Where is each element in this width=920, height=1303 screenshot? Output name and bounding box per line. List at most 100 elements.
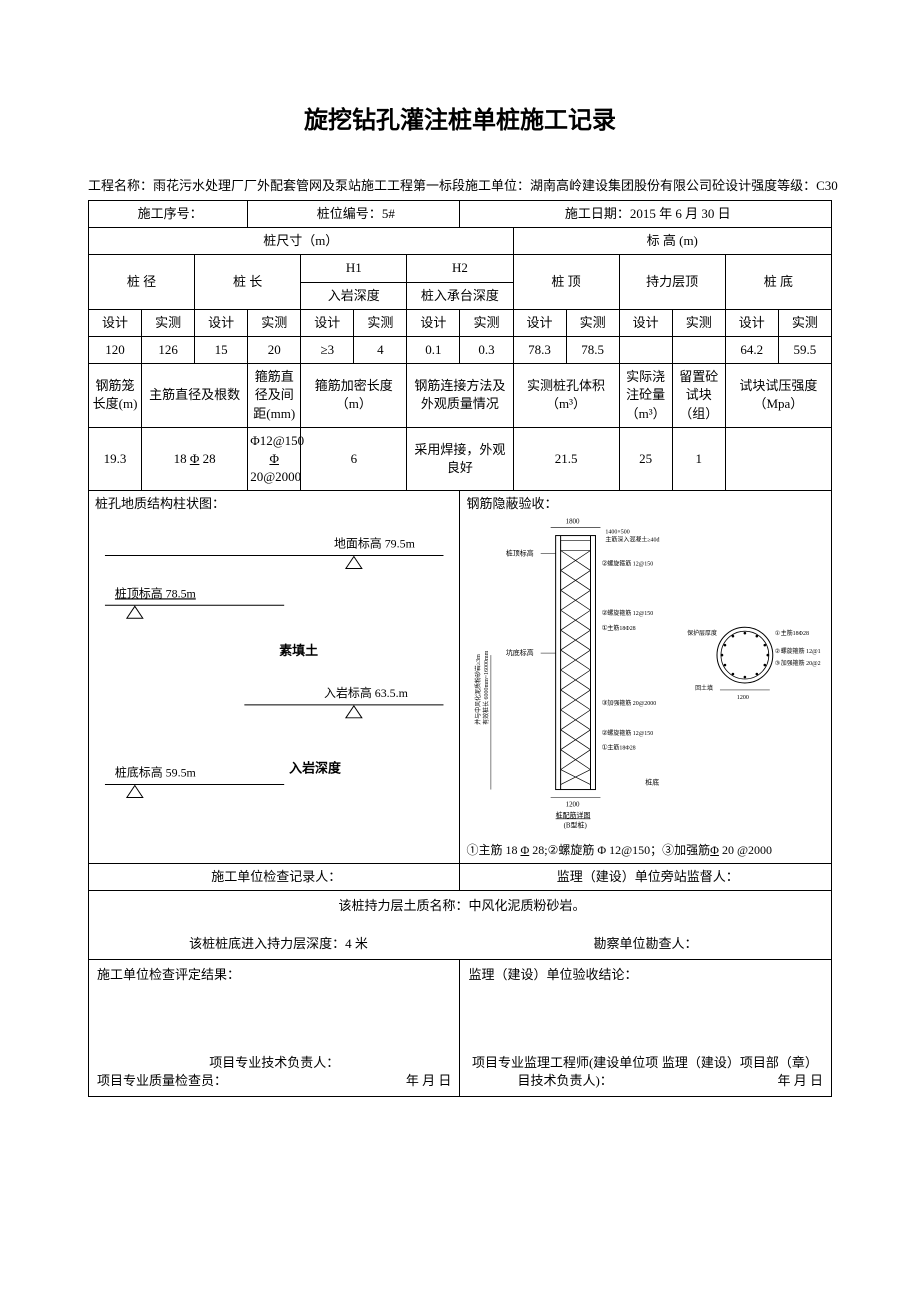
bot-d-h: 设计 xyxy=(725,309,778,336)
dia-d: 120 xyxy=(89,336,142,363)
project-name: 工程名称：雨花污水处理厂厂外配套管网及泵站施工工程第一标段 xyxy=(88,175,465,194)
svg-text:加强箍筋 20@2: 加强箍筋 20@2 xyxy=(781,659,821,667)
construction-unit: 施工单位：湖南高岭建设集团股份有限公司 xyxy=(465,175,712,194)
top-m: 78.5 xyxy=(566,336,619,363)
geology-diagram-cell: 桩孔地质结构柱状图： 地面标高 79.5m 桩顶标高 78.5m 素填土 入岩标… xyxy=(89,491,460,864)
dia-m: 126 xyxy=(142,336,195,363)
len-d: 15 xyxy=(195,336,248,363)
svg-text:桩顶标高 78.5m: 桩顶标高 78.5m xyxy=(115,585,197,600)
pour-vol-v: 25 xyxy=(619,427,672,491)
svg-text:加强箍筋 20@2000: 加强箍筋 20@2000 xyxy=(608,699,657,707)
svg-text:并与中风化泥质粉砂岩≥3m: 并与中风化泥质粉砂岩≥3m xyxy=(474,654,482,725)
svg-text:1400×500: 1400×500 xyxy=(606,529,630,535)
page: 旋挖钻孔灌注桩单桩施工记录 工程名称：雨花污水处理厂厂外配套管网及泵站施工工程第… xyxy=(0,0,920,1303)
h2-d-h: 设计 xyxy=(407,309,460,336)
bear-m xyxy=(672,336,725,363)
svg-text:桩配筋详图: 桩配筋详图 xyxy=(556,810,591,819)
len-d-h: 设计 xyxy=(195,309,248,336)
connect-v: 采用焊接，外观良好 xyxy=(407,427,513,491)
seq-cell: 施工序号： xyxy=(89,201,248,228)
strength-h: 试块试压强度（Mpa） xyxy=(725,364,831,428)
h2-m: 0.3 xyxy=(460,336,513,363)
rebar-note: ①主筋 18 Φ 28;②螺旋筋 Φ 12@150；③加强筋Φ 20 @2000 xyxy=(466,842,825,859)
svg-text:螺旋箍筋 12@150: 螺旋箍筋 12@150 xyxy=(608,728,654,736)
svg-text:主筋深入混凝土≥40d: 主筋深入混凝土≥40d xyxy=(606,535,660,543)
svg-text:①: ① xyxy=(775,630,780,637)
block-v: 1 xyxy=(672,427,725,491)
svg-text:入岩标高 63.5.m: 入岩标高 63.5.m xyxy=(324,685,409,700)
h2-m-h: 实测 xyxy=(460,309,513,336)
bear-d-h: 设计 xyxy=(619,309,672,336)
top-d-h: 设计 xyxy=(513,309,566,336)
rebar-diagram-cell: 钢筋隐蔽验收： 1800 1400×500 主筋深入混凝土≥40d xyxy=(460,491,832,864)
hole-vol-h: 实测桩孔体积（m³） xyxy=(513,364,619,428)
bot-m: 59.5 xyxy=(778,336,831,363)
elev-header: 标 高 (m) xyxy=(513,228,832,255)
dense-v: 6 xyxy=(301,427,407,491)
h1-m: 4 xyxy=(354,336,407,363)
geology-label: 桩孔地质结构柱状图： xyxy=(95,495,225,513)
dia-d-h: 设计 xyxy=(89,309,142,336)
len-m: 20 xyxy=(248,336,301,363)
svg-text:1800: 1800 xyxy=(566,517,580,525)
h1-d-h: 设计 xyxy=(301,309,354,336)
top-h: 桩 顶 xyxy=(513,255,619,309)
svg-text:桩底标高 59.5m: 桩底标高 59.5m xyxy=(115,764,197,779)
bear-m-h: 实测 xyxy=(672,309,725,336)
svg-text:素填土: 素填土 xyxy=(279,643,318,658)
concrete-strength: 砼设计强度等级：C30 xyxy=(712,175,838,194)
h1-m-h: 实测 xyxy=(354,309,407,336)
dia-m-h: 实测 xyxy=(142,309,195,336)
supervisor: 监理（建设）单位旁站监督人： xyxy=(460,864,832,891)
construction-result: 施工单位检查评定结果： 项目专业技术负责人： 项目专业质量检查员： 年 月 日 xyxy=(89,960,460,1097)
h1-h: H1 xyxy=(301,255,407,282)
dense-h: 箍筋加密长度（m） xyxy=(301,364,407,428)
top-m-h: 实测 xyxy=(566,309,619,336)
main-bar-v: 18 Φ 28 xyxy=(142,427,248,491)
block-h: 留置砼试块（组） xyxy=(672,364,725,428)
svg-text:②: ② xyxy=(775,648,780,655)
svg-text:有效桩长 6000mm~16000mm: 有效桩长 6000mm~16000mm xyxy=(482,650,490,724)
svg-text:保护层厚度: 保护层厚度 xyxy=(688,629,718,637)
hole-vol-v: 21.5 xyxy=(513,427,619,491)
cage-len-v: 19.3 xyxy=(89,427,142,491)
diameter-h: 桩 径 xyxy=(89,255,195,309)
geology-diagram: 地面标高 79.5m 桩顶标高 78.5m 素填土 入岩标高 63.5.m 入岩… xyxy=(95,505,453,845)
svg-text:主筋18Φ28: 主筋18Φ28 xyxy=(608,743,636,751)
main-table: 施工序号： 桩位编号：5# 施工日期：2015 年 6 月 30 日 桩尺寸（m… xyxy=(88,200,832,1097)
svg-text:(B型桩): (B型桩) xyxy=(564,820,588,829)
main-bar-h: 主筋直径及根数 xyxy=(142,364,248,428)
construction-inspector: 施工单位检查记录人： xyxy=(89,864,460,891)
h2-h: H2 xyxy=(407,255,513,282)
cage-len-h: 钢筋笼长度(m) xyxy=(89,364,142,428)
svg-text:1200: 1200 xyxy=(737,695,749,701)
bear-d xyxy=(619,336,672,363)
svg-text:螺旋箍筋 12@150: 螺旋箍筋 12@150 xyxy=(608,559,654,567)
stirrup-v: Φ12@150Φ 20@2000 xyxy=(248,427,301,491)
bot-d: 64.2 xyxy=(725,336,778,363)
length-h: 桩 长 xyxy=(195,255,301,309)
rebar-label: 钢筋隐蔽验收： xyxy=(466,495,557,513)
header-line: 工程名称：雨花污水处理厂厂外配套管网及泵站施工工程第一标段 施工单位：湖南高岭建… xyxy=(88,175,832,194)
h2-sub: 桩入承台深度 xyxy=(407,282,513,309)
svg-text:主筋18Φ28: 主筋18Φ28 xyxy=(781,629,809,637)
h1-sub: 入岩深度 xyxy=(301,282,407,309)
svg-text:1200: 1200 xyxy=(566,800,580,808)
svg-text:主筋18Φ28: 主筋18Φ28 xyxy=(608,624,636,632)
svg-text:桩底: 桩底 xyxy=(646,777,660,786)
strength-v xyxy=(725,427,831,491)
row-header-1: 施工序号： 桩位编号：5# 施工日期：2015 年 6 月 30 日 xyxy=(89,201,832,228)
svg-text:③: ③ xyxy=(775,660,780,667)
rebar-diagram: 1800 1400×500 主筋深入混凝土≥40d xyxy=(466,505,825,845)
svg-text:螺旋箍筋 12@1: 螺旋箍筋 12@1 xyxy=(781,647,821,655)
bot-m-h: 实测 xyxy=(778,309,831,336)
bottom-h: 桩 底 xyxy=(725,255,831,309)
stirrup-h: 箍筋直径及间距(mm) xyxy=(248,364,301,428)
svg-text:桩顶标高: 桩顶标高 xyxy=(506,548,534,557)
h2-d: 0.1 xyxy=(407,336,460,363)
h1-d: ≥3 xyxy=(301,336,354,363)
svg-text:回土填: 回土填 xyxy=(696,684,714,692)
bearing-h: 持力层顶 xyxy=(619,255,725,309)
svg-text:入岩深度: 入岩深度 xyxy=(289,760,341,775)
bearing-layer: 该桩持力层土质名称：中风化泥质粉砂岩。 该桩桩底进入持力层深度：4 米 勘察单位… xyxy=(89,891,832,960)
